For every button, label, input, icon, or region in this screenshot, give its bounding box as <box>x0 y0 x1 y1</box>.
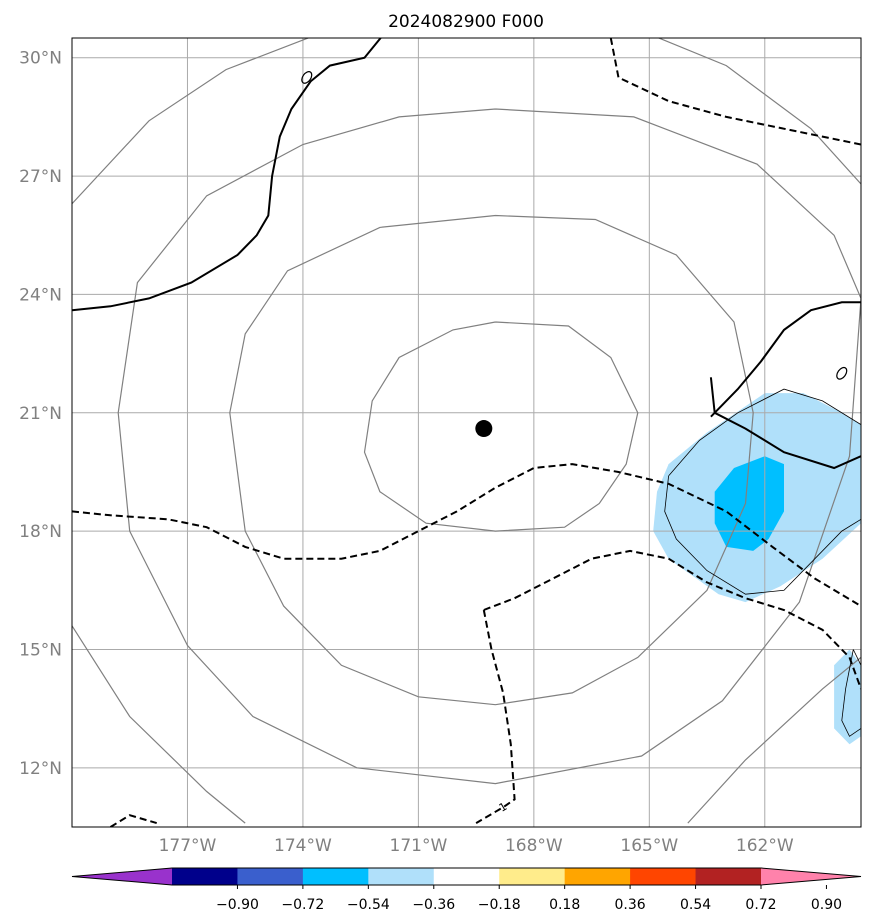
colorbar-segment <box>433 868 500 885</box>
colorbar-segment <box>237 868 304 885</box>
y-tick-label: 24°N <box>19 285 62 305</box>
anomaly-contour-3 <box>852 649 861 666</box>
dashed-contour-0 <box>72 463 861 607</box>
range-ring-4 <box>657 38 861 185</box>
dashed-contour-1 <box>483 549 861 690</box>
y-tick-label: 18°N <box>19 522 62 542</box>
range-rings <box>72 38 861 824</box>
colorbar-tick-label: 0.72 <box>745 897 776 913</box>
solid-contour-0 <box>72 38 382 312</box>
colorbar-outline <box>71 867 862 886</box>
colorbar-tick-label: 0.36 <box>615 897 646 913</box>
range-ring-3 <box>72 38 310 205</box>
colorbar-segment <box>564 868 631 885</box>
x-tick-label: 165°W <box>620 836 678 856</box>
colorbar-tick-label: 0.18 <box>549 897 580 913</box>
markers: -1 <box>301 71 848 817</box>
colorbar-extend-high <box>761 868 861 885</box>
center-marker <box>475 420 493 438</box>
x-tick-label: 174°W <box>274 836 332 856</box>
colorbar-tick-label: 0.90 <box>811 897 842 913</box>
solid-contour-3 <box>714 411 861 470</box>
chart-title: 2024082900 F000 <box>388 12 544 32</box>
map-area: -1 <box>72 38 861 827</box>
colorbar-extend-low <box>72 868 172 885</box>
fill-region-2 <box>834 649 861 745</box>
dashed-contour-2 <box>475 609 516 824</box>
x-tick-label: 162°W <box>736 836 794 856</box>
y-tick-label: 12°N <box>19 759 62 779</box>
small-contour-loop-0 <box>301 71 313 84</box>
range-ring-0 <box>363 321 639 532</box>
dashed-contour-3 <box>109 814 157 827</box>
anomaly-contours <box>664 388 861 737</box>
colorbar-segment <box>302 868 369 885</box>
solid-contour-2 <box>709 377 716 413</box>
colorbar-tick-label: 0.54 <box>680 897 711 913</box>
colorbar-segment <box>499 868 566 885</box>
axis-labels: 177°W 174°W 171°W 168°W 165°W 162°W 12°N 15°N 18… <box>19 49 794 856</box>
range-ring-2 <box>117 108 861 785</box>
map-frame <box>71 37 862 828</box>
colorbar-tick-label: −0.36 <box>412 897 455 913</box>
range-ring-5 <box>72 625 246 824</box>
solid-contour-1 <box>710 301 861 418</box>
anomaly-contour-0 <box>668 388 861 477</box>
colorbar-tick-label: −0.18 <box>478 897 521 913</box>
y-tick-label: 21°N <box>19 404 62 424</box>
height-contours <box>72 38 861 827</box>
small-contour-loop-1 <box>836 366 848 380</box>
colorbar-tick-label: −0.72 <box>281 897 324 913</box>
y-tick-label: 30°N <box>19 49 62 69</box>
x-tick-label: 171°W <box>390 836 448 856</box>
colorbar-tick-label: −0.54 <box>347 897 390 913</box>
colorbar-tick-label: −0.90 <box>216 897 259 913</box>
colorbar-segment <box>630 868 697 885</box>
x-tick-label: 168°W <box>505 836 563 856</box>
range-ring-1 <box>229 214 754 706</box>
anomaly-contour-1 <box>664 475 861 595</box>
y-tick-label: 27°N <box>19 167 62 187</box>
y-tick-label: 15°N <box>19 640 62 660</box>
colorbar-segment <box>695 868 762 885</box>
colorbar-segment <box>368 868 435 885</box>
gridlines <box>72 38 861 827</box>
fill-region-1 <box>714 456 784 551</box>
range-ring-6 <box>687 656 861 824</box>
anomaly-contour-2 <box>841 649 861 737</box>
dashed-contour-4 <box>609 38 861 146</box>
colorbar-segment <box>172 868 238 885</box>
x-tick-label: 177°W <box>159 836 217 856</box>
anomaly-fills <box>653 393 861 745</box>
colorbar: −0.90 −0.72 −0.54 −0.36 −0.18 0.18 0.36 0.54 0.7… <box>71 867 862 913</box>
